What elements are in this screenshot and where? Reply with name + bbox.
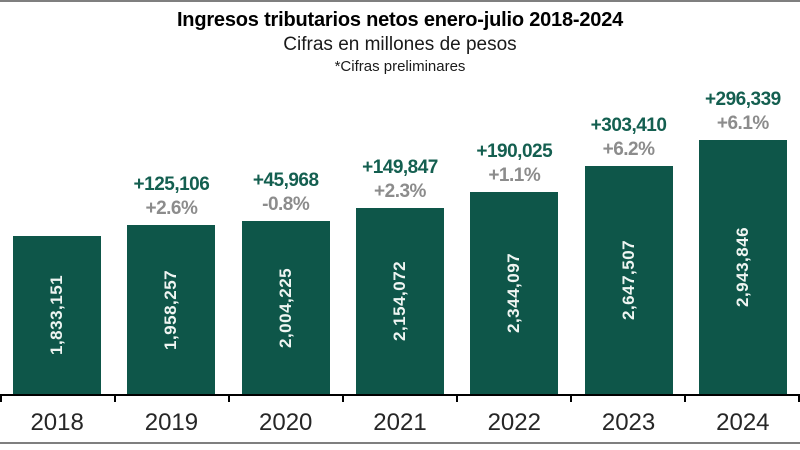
- bar-value-label-2022: 2,344,097: [504, 252, 524, 334]
- title-block: Ingresos tributarios netos enero-julio 2…: [0, 7, 800, 76]
- delta-label-2019: +125,106: [133, 174, 210, 195]
- pct-change-label-2021: +2.3%: [374, 181, 426, 202]
- bar-2022: 2,344,097: [470, 192, 559, 394]
- pct-change-label-2023: +6.2%: [602, 139, 655, 160]
- bar-column-2023: +303,410 +6.2% 2,647,507: [571, 88, 685, 394]
- delta-label-2022: +190,025: [476, 141, 553, 162]
- x-axis-label-2020: 2020: [259, 409, 313, 436]
- bar-value-label-2020: 2,004,225: [275, 267, 295, 348]
- pct-change-label-2024: +6.1%: [716, 113, 769, 134]
- bar-column-2021: +149,847 +2.3% 2,154,072: [343, 88, 457, 394]
- bar-2019: 1,958,257: [127, 225, 216, 394]
- x-axis-labels: 2018 2019 2020 2021 2022 2023 2024: [0, 408, 800, 438]
- x-axis-line: [0, 394, 800, 396]
- x-axis-tick-cell: [0, 396, 114, 402]
- pct-change-label-2020: -0.8%: [262, 194, 310, 215]
- bottom-border-line: [0, 442, 800, 444]
- bar-2024: 2,943,846: [698, 140, 787, 394]
- x-axis-tick-cell: [342, 396, 456, 402]
- plot-area: 1,833,151 +125,106 +2.6% 1,958,257 +45,968 -0…: [0, 88, 800, 394]
- x-axis-tick-cell: [456, 396, 570, 402]
- chart-footnote: *Cifras preliminares: [334, 58, 466, 75]
- bar-value-label-2019: 1,958,257: [161, 269, 181, 350]
- x-axis-label-2018: 2018: [30, 409, 84, 436]
- x-axis-tick-cell: [570, 396, 684, 402]
- bar-value-label-2024: 2,943,846: [732, 226, 752, 308]
- x-axis-label-2024: 2024: [716, 409, 770, 436]
- bar-2021: 2,154,072: [355, 208, 444, 394]
- top-border-line: [0, 0, 800, 2]
- x-axis-label-2021: 2021: [373, 409, 427, 436]
- bar-2023: 2,647,507: [584, 166, 673, 394]
- pct-change-label-2019: +2.6%: [145, 198, 198, 219]
- bar-value-label-2021: 2,154,072: [389, 260, 409, 342]
- chart-subtitle: Cifras en millones de pesos: [283, 34, 517, 55]
- delta-label-2021: +149,847: [362, 157, 438, 178]
- x-axis-label-2019: 2019: [144, 409, 199, 436]
- bar-value-label-2018: 1,833,151: [47, 274, 67, 356]
- bar-2018: 1,833,151: [13, 236, 102, 394]
- bar-column-2020: +45,968 -0.8% 2,004,225: [229, 88, 343, 394]
- bar-column-2024: +296,339 +6.1% 2,943,846: [686, 88, 800, 394]
- x-axis-label-2022: 2022: [487, 409, 541, 436]
- bar-2020: 2,004,225: [241, 221, 330, 394]
- delta-label-2024: +296,339: [704, 89, 781, 110]
- pct-change-label-2022: +1.1%: [488, 165, 541, 186]
- x-axis-tick-cell: [228, 396, 342, 402]
- delta-label-2020: +45,968: [252, 170, 319, 191]
- bar-column-2019: +125,106 +2.6% 1,958,257: [114, 88, 228, 394]
- chart-title: Ingresos tributarios netos enero-julio 2…: [176, 9, 624, 31]
- x-axis-tick-cell: [114, 396, 228, 402]
- x-axis-tick-cell: [684, 396, 800, 402]
- bar-column-2022: +190,025 +1.1% 2,344,097: [457, 88, 571, 394]
- delta-label-2023: +303,410: [590, 115, 667, 136]
- bar-value-label-2023: 2,647,507: [618, 239, 638, 321]
- x-axis-ticks: [0, 396, 800, 402]
- x-axis-label-2023: 2023: [601, 409, 656, 436]
- bar-column-2018: 1,833,151: [0, 88, 114, 394]
